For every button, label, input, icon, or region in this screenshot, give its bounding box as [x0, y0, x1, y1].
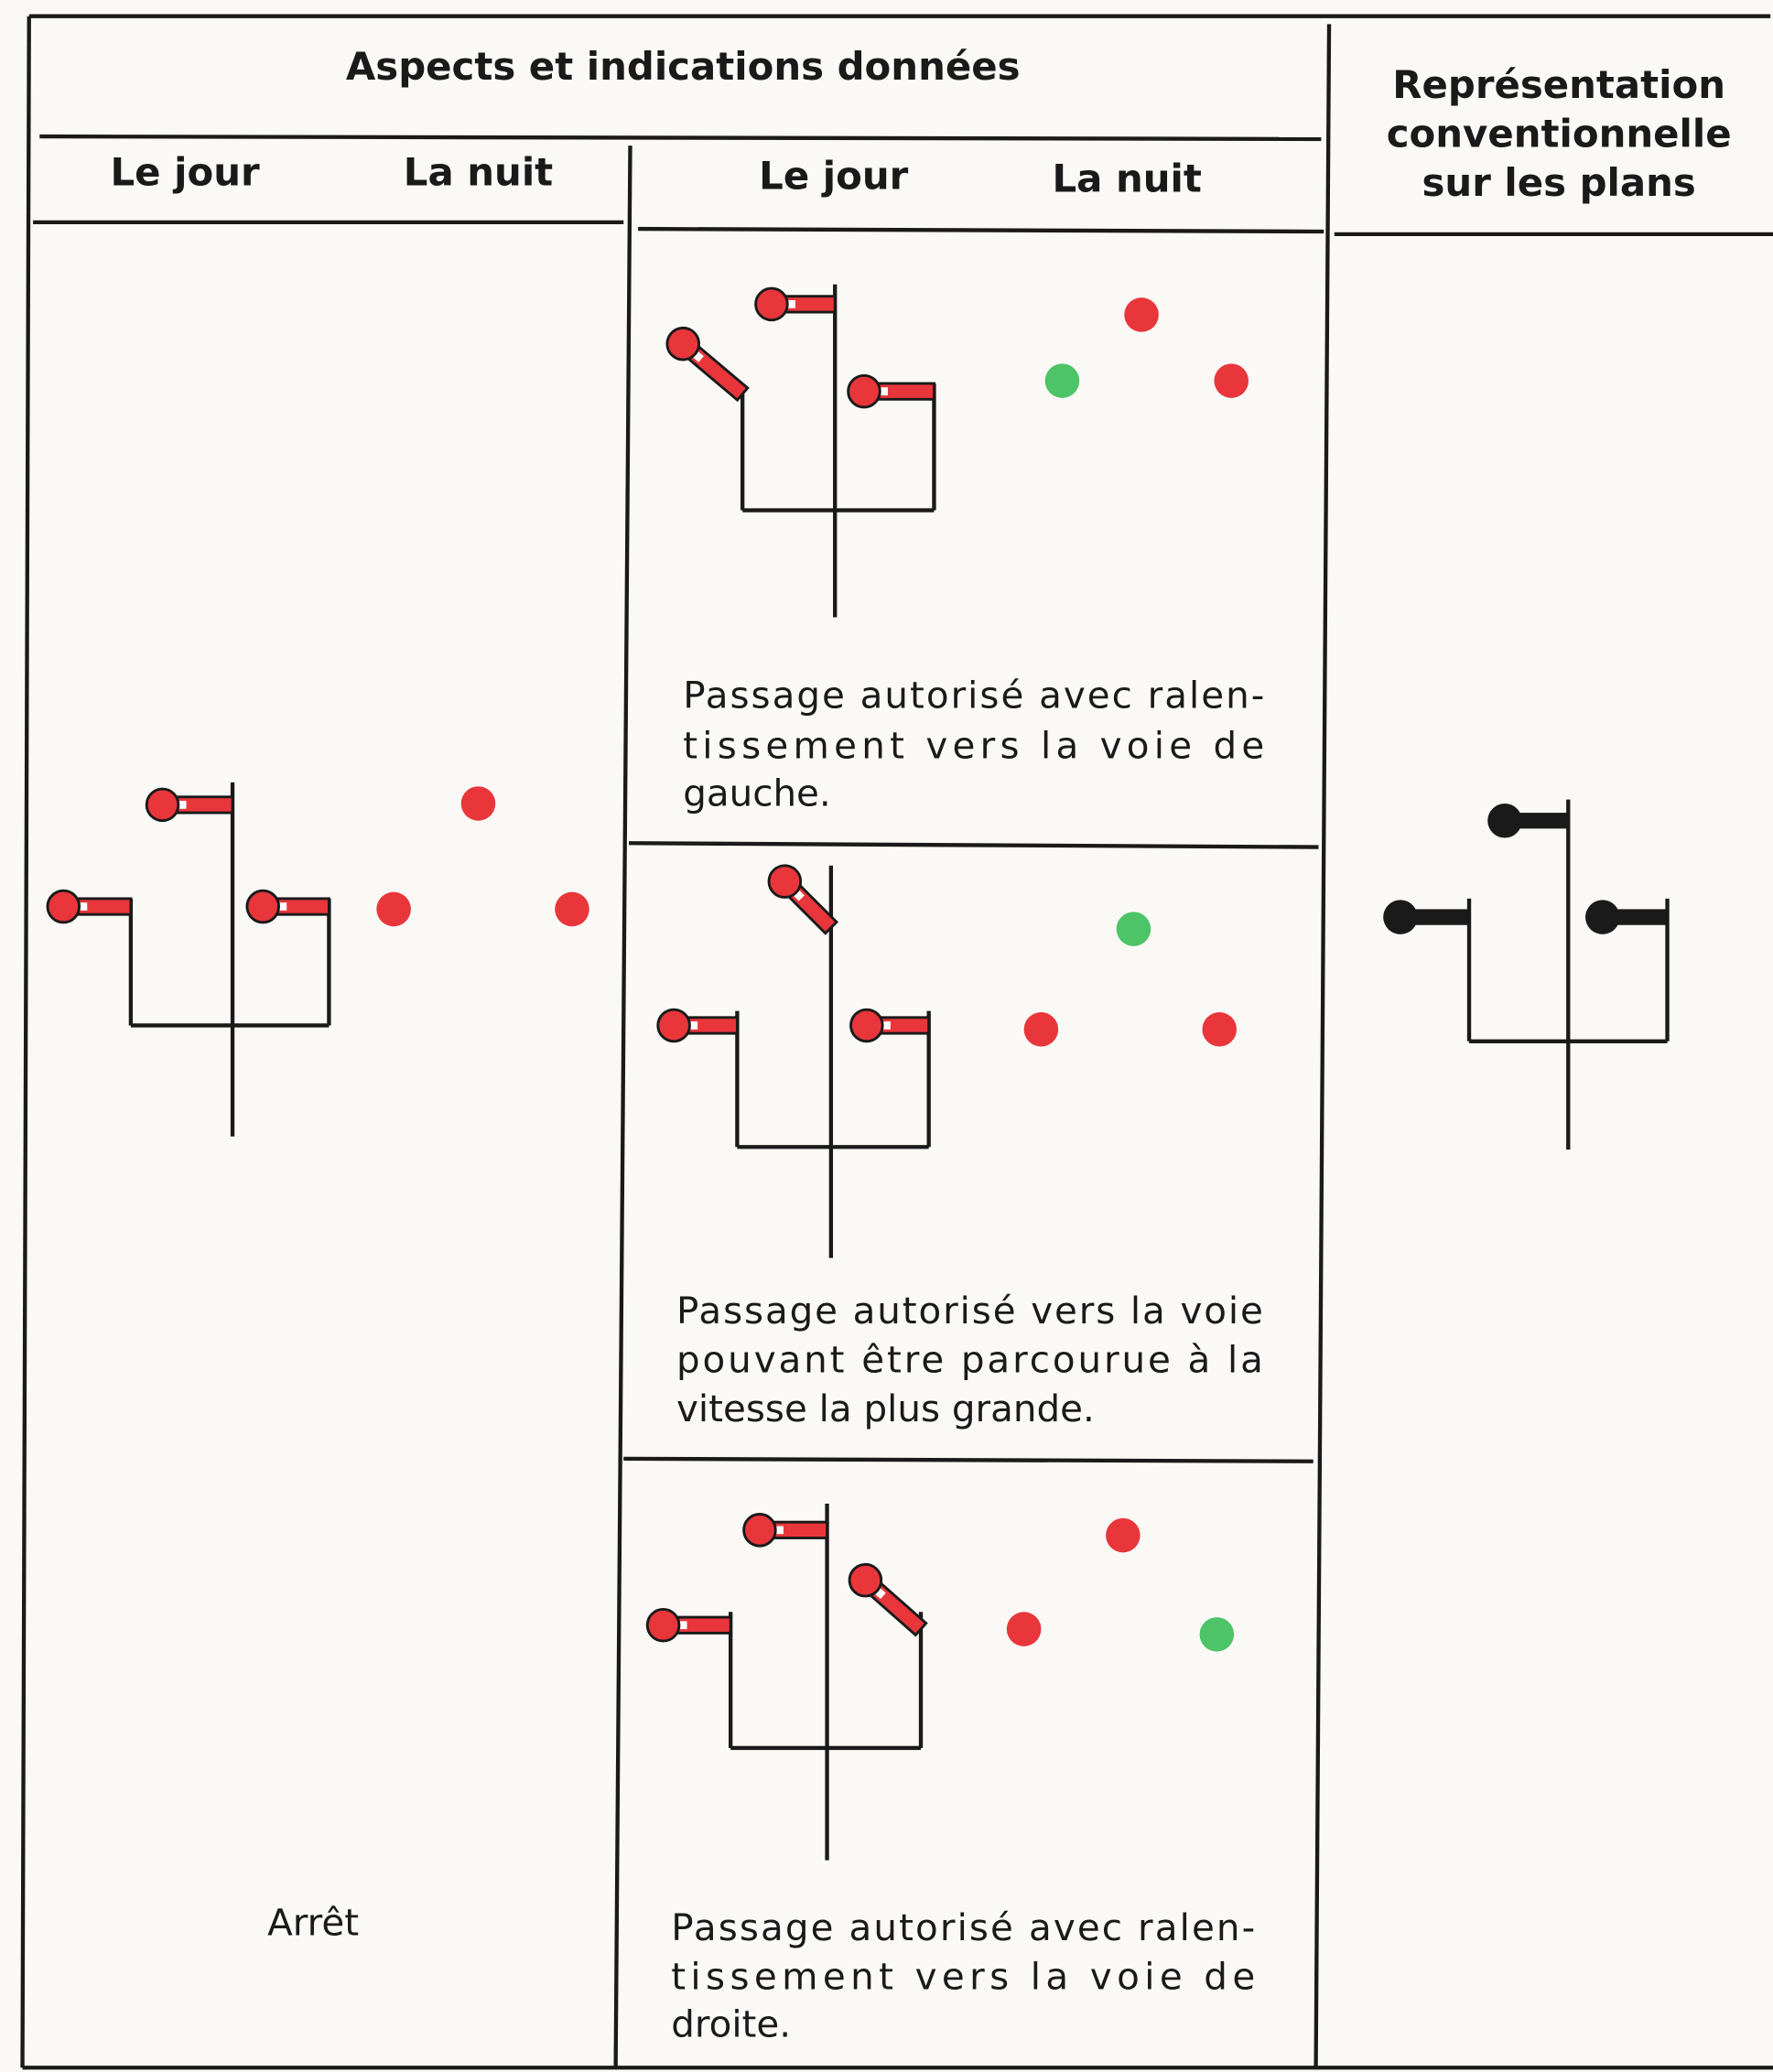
night-light — [376, 891, 411, 927]
signal-arm — [46, 889, 133, 924]
signal-arm — [665, 326, 750, 403]
arm-disc — [849, 1008, 884, 1043]
signal-arm — [1383, 900, 1470, 934]
arm-stripe — [276, 902, 287, 911]
arm-bar — [1515, 813, 1569, 829]
night-light — [1023, 1012, 1059, 1047]
description: tissement vers la voie de — [671, 1955, 1255, 1999]
column-header: Le jour — [759, 154, 908, 199]
arm-bar — [1613, 909, 1668, 925]
description: gauche. — [683, 771, 831, 815]
night-light — [1124, 297, 1159, 332]
header-representation: conventionnelle — [1387, 112, 1732, 156]
description: droite. — [671, 2002, 791, 2046]
arm-disc — [1383, 900, 1418, 934]
description: Passage autorisé vers la voie — [676, 1289, 1263, 1333]
night-light — [1199, 1617, 1235, 1652]
signal-arm — [848, 1562, 928, 1637]
night-light — [460, 786, 496, 821]
arm-disc — [245, 889, 280, 924]
arm-bar — [1411, 909, 1470, 925]
description: tissement vers la voie de — [683, 723, 1264, 767]
column-header: La nuit — [1052, 156, 1201, 201]
signal-arm — [1487, 803, 1569, 838]
night-light — [1106, 1517, 1141, 1553]
signal-label: Arrêt — [267, 1900, 359, 1944]
signal-arm — [145, 787, 234, 823]
arm-stripe — [676, 1621, 687, 1630]
column-header: La nuit — [404, 149, 553, 194]
arm-disc — [1585, 900, 1620, 934]
arm-disc — [665, 326, 700, 362]
signal-arm — [656, 1008, 739, 1043]
arm-stripe — [877, 387, 888, 395]
signal-arm — [742, 1513, 828, 1548]
arm-disc — [46, 889, 81, 924]
table-rules — [20, 14, 1773, 2070]
description: pouvant être parcourue à la — [676, 1338, 1263, 1382]
arm-disc — [742, 1513, 777, 1548]
header-aspects: Aspects et indications données — [346, 44, 1021, 89]
night-light — [1116, 912, 1151, 946]
column-header: Le jour — [111, 149, 260, 194]
night-light — [1214, 363, 1249, 398]
arm-disc — [848, 1562, 883, 1598]
arm-disc — [767, 864, 803, 899]
header-representation: Représentation — [1392, 62, 1725, 107]
signals — [46, 284, 1670, 1861]
arm-stripe — [880, 1021, 891, 1030]
signal-arm — [754, 286, 837, 322]
signal-arm — [645, 1607, 732, 1643]
description: Passage autorisé avec ralen- — [683, 673, 1264, 717]
night-light — [555, 891, 589, 927]
night-light — [1006, 1612, 1042, 1646]
signal-arm — [1585, 900, 1668, 934]
arm-disc — [656, 1008, 691, 1043]
arm-stripe — [76, 902, 88, 911]
arm-stripe — [686, 1021, 698, 1030]
arm-disc — [847, 373, 881, 409]
night-light — [1044, 363, 1080, 398]
night-light — [1202, 1012, 1237, 1047]
description: vitesse la plus grande. — [676, 1387, 1095, 1430]
arm-disc — [145, 787, 180, 823]
signal-arm — [245, 889, 330, 924]
description: Passage autorisé avec ralen- — [671, 1905, 1255, 1949]
header-representation: sur les plans — [1422, 160, 1696, 205]
signal-arm — [767, 864, 839, 935]
arm-disc — [754, 286, 789, 322]
arm-stripe — [773, 1526, 784, 1535]
signal-arm — [849, 1008, 931, 1043]
arm-disc — [1487, 803, 1522, 838]
arm-stripe — [784, 300, 795, 308]
arm-disc — [645, 1607, 681, 1643]
arm-stripe — [175, 801, 187, 809]
signal-arm — [847, 373, 935, 409]
